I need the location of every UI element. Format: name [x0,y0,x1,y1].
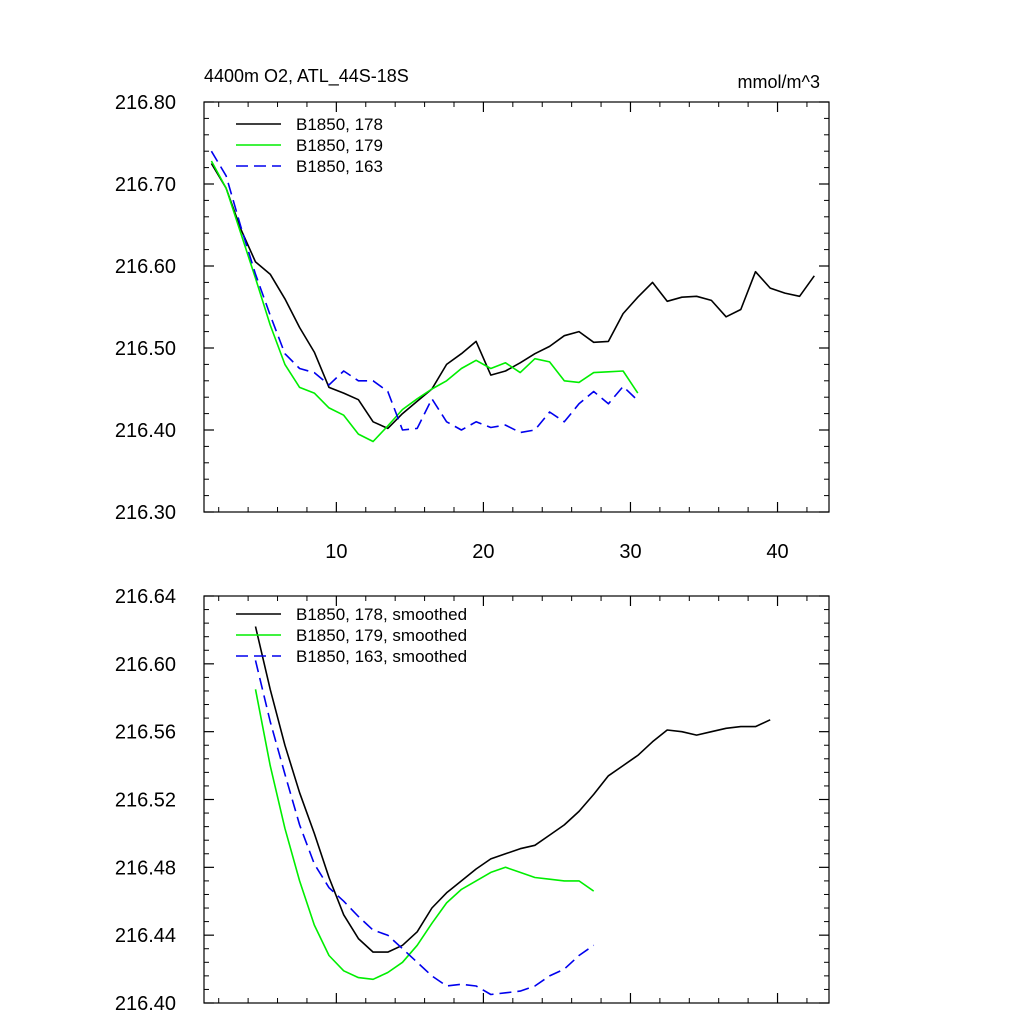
top-y-tick-label: 216.30 [115,502,176,524]
bottom-series-line-1 [254,626,771,953]
bottom-series-line-2 [254,689,595,981]
bottom-legend-label: B1850, 179, smoothed [296,626,467,645]
bottom-y-tick-label: 216.44 [115,925,176,947]
bottom-y-tick-label: 216.40 [115,993,176,1015]
top-x-tick-label: 10 [325,541,347,563]
bottom-legend-label: B1850, 163, smoothed [296,647,467,666]
top-legend-label: B1850, 179 [296,136,383,155]
top-legend-label: B1850, 163 [296,157,383,176]
top-y-tick-label: 216.60 [115,256,176,278]
top-x-tick-label: 20 [472,541,494,563]
top-series-line-2 [210,160,639,443]
bottom-panel: 216.40 216.44 216.48 216.52 216.56 216.60 216.… [115,586,830,1015]
top-y-tick-label: 216.70 [115,174,176,196]
top-y-tick-label: 216.80 [115,92,176,114]
top-series-line-3 [210,150,639,434]
top-y-tick-label: 216.40 [115,420,176,442]
bottom-y-tick-label: 216.64 [115,586,176,608]
top-legend-label: B1850, 178 [296,115,383,134]
bottom-y-tick-label: 216.52 [115,790,176,812]
top-plot-frame [203,101,830,513]
top-y-tick-label: 216.50 [115,338,176,360]
bottom-series-line-3 [254,660,595,996]
top-chart-units: mmol/m^3 [738,72,820,92]
top-x-tick-label: 30 [619,541,641,563]
bottom-y-tick-label: 216.48 [115,857,176,879]
top-x-tick-label: 40 [766,541,788,563]
top-panel: 4400m O2, ATL_44S-18S mmol/m^3 10 20 30 40 2… [115,66,830,563]
top-chart-title: 4400m O2, ATL_44S-18S [204,66,409,87]
bottom-y-tick-label: 216.60 [115,654,176,676]
bottom-legend-label: B1850, 178, smoothed [296,605,467,624]
bottom-y-tick-label: 216.56 [115,722,176,744]
